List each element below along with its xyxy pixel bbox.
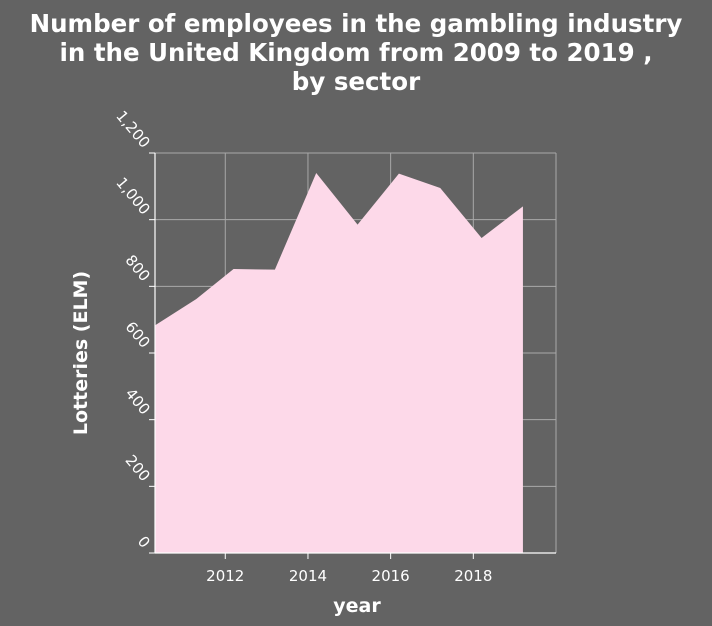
area-series-0 — [155, 173, 523, 553]
y-tick-label-1,200: 1,200 — [112, 107, 153, 151]
x-tick-label-2014: 2014 — [289, 567, 327, 585]
y-axis-title: Lotteries (ELM) — [70, 271, 92, 435]
y-tick-label-600: 600 — [122, 318, 154, 352]
x-axis-title: year — [333, 595, 381, 617]
y-tick-label-400: 400 — [122, 385, 154, 419]
chart-title-line-2: in the United Kingdom from 2009 to 2019 … — [59, 38, 652, 67]
y-axis-ticks: 0 200 400 600 800 1,000 1,200 — [112, 107, 155, 554]
x-axis-ticks: 2012 2014 2016 2018 — [206, 553, 492, 585]
y-tick-label-1,000: 1,000 — [112, 174, 153, 218]
x-tick-label-2016: 2016 — [372, 567, 410, 585]
y-tick-label-200: 200 — [122, 451, 154, 485]
x-tick-label-2018: 2018 — [454, 567, 492, 585]
y-tick-label-800: 800 — [122, 251, 154, 285]
y-tick-label-0: 0 — [134, 533, 154, 552]
x-tick-label-2012: 2012 — [206, 567, 244, 585]
series-area — [155, 173, 523, 553]
chart-title-line-1: Number of employees in the gambling indu… — [30, 9, 683, 38]
chart-title-line-3: by sector — [292, 67, 421, 96]
chart-title: Number of employees in the gambling indu… — [30, 9, 683, 96]
